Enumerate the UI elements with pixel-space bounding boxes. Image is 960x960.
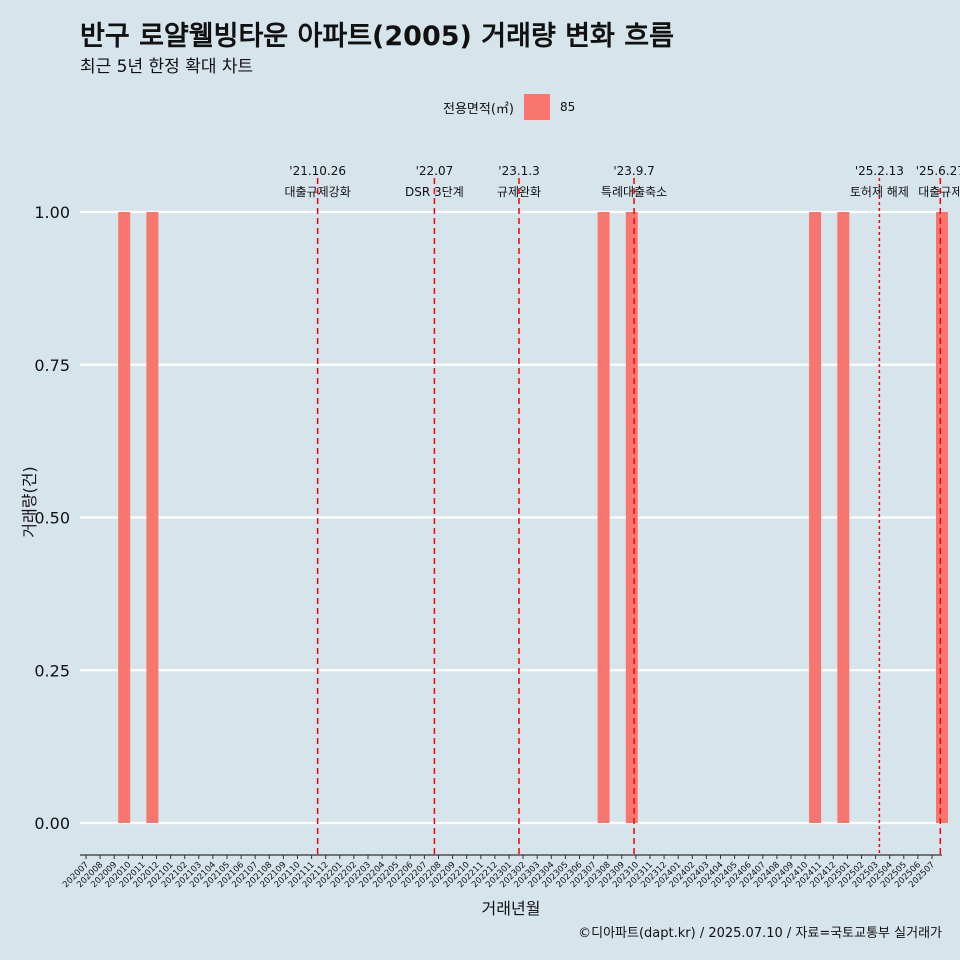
legend-title: 전용면적(㎡) (443, 101, 514, 117)
event-date-label: '25.6.27 (916, 164, 960, 178)
chart-title: 반구 로얄웰빙타운 아파트(2005) 거래량 변화 흐름 (80, 21, 674, 52)
event-name-label: 토허제 해제 (850, 185, 909, 199)
legend-series-label: 85 (559, 100, 576, 114)
y-tick-label: 0.25 (34, 661, 70, 680)
event-date-label: '23.1.3 (498, 164, 539, 178)
legend: 전용면적(㎡) 85 (443, 93, 575, 121)
event-name-label: 대출규제강화 (285, 185, 351, 199)
legend-swatch (523, 94, 550, 120)
event-name-label: 특례대출축소 (601, 185, 667, 199)
bar (809, 212, 822, 823)
event-name-label: 대출규제 (918, 185, 960, 199)
bar (118, 212, 131, 823)
bar (936, 212, 948, 823)
event-name-label: 규제완화 (497, 185, 541, 199)
bar (597, 212, 610, 823)
y-tick-label: 1.00 (34, 203, 70, 222)
y-axis-label: 거래량(건) (20, 466, 39, 538)
event-date-label: '22.07 (416, 164, 454, 178)
y-tick-label: 0.50 (34, 509, 70, 528)
chart-subtitle: 최근 5년 한정 확대 차트 (80, 57, 254, 77)
bar (837, 212, 850, 823)
source-caption: ©디아파트(dapt.kr) / 2025.07.10 / 자료=국토교통부 실… (578, 926, 942, 941)
event-name-label: DSR 3단계 (405, 185, 464, 199)
bar (146, 212, 159, 823)
bar (625, 212, 638, 823)
event-date-label: '23.9.7 (613, 164, 654, 178)
y-tick-label: 0.00 (34, 814, 70, 833)
event-date-label: '21.10.26 (289, 164, 346, 178)
y-tick-label: 0.75 (34, 356, 70, 375)
x-axis-label: 거래년월 (481, 899, 541, 918)
event-date-label: '25.2.13 (855, 164, 904, 178)
